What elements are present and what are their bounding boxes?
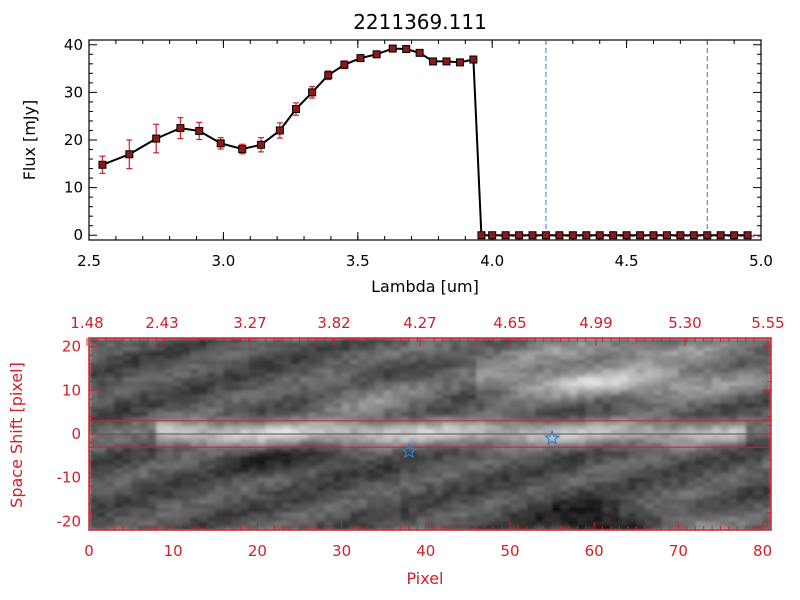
- bottom-x-tick-label: 40: [416, 542, 435, 560]
- data-point: [703, 231, 712, 240]
- bottom-y-tick-label: 10: [62, 381, 81, 399]
- bottom-y-tick-label: 0: [71, 425, 81, 443]
- data-point: [716, 231, 725, 240]
- top-axis-tick-label: 1.48: [70, 314, 103, 332]
- x-tick-label: 3.0: [211, 252, 235, 270]
- top-axis-tick-label: 3.82: [317, 314, 350, 332]
- bottom-x-axis-label: Pixel: [406, 569, 443, 588]
- data-point: [636, 231, 645, 240]
- data-point: [402, 45, 411, 54]
- data-point: [730, 231, 739, 240]
- data-point: [176, 124, 185, 133]
- data-point: [216, 139, 225, 148]
- data-point: [568, 231, 577, 240]
- data-point: [291, 105, 300, 114]
- spectral-image-heatmap: [89, 338, 771, 530]
- x-tick-label: 4.5: [615, 252, 639, 270]
- data-point: [372, 50, 381, 59]
- chart-title: 2211369.111: [353, 10, 487, 34]
- flux-line: [102, 47, 748, 237]
- star-marker: [543, 429, 561, 446]
- spectrum-plot: 2.5 3.0 3.5 4.0 4.5 5.0 0 10 20 30 40: [64, 36, 773, 270]
- data-point: [340, 60, 349, 69]
- data-point: [662, 231, 671, 240]
- data-point: [622, 231, 631, 240]
- data-point: [429, 57, 438, 66]
- x-axis-label: Lambda [um]: [371, 277, 479, 296]
- x-tick-label: 2.5: [77, 252, 101, 270]
- data-point: [195, 126, 204, 135]
- data-point: [488, 231, 497, 240]
- bottom-x-tick-label: 80: [753, 542, 772, 560]
- bottom-x-tick-label: 0: [84, 542, 94, 560]
- data-point: [455, 58, 464, 67]
- x-tick-label: 5.0: [749, 252, 773, 270]
- data-point: [356, 54, 365, 63]
- data-point: [541, 231, 550, 240]
- data-point: [98, 160, 107, 169]
- data-point: [477, 231, 486, 240]
- bottom-y-axis-label: Space Shift [pixel]: [7, 362, 26, 508]
- bottom-x-tick-label: 10: [164, 542, 183, 560]
- data-point: [501, 231, 510, 240]
- bottom-x-tick-label: 20: [248, 542, 267, 560]
- y-tick-label: 0: [73, 226, 83, 244]
- top-axis-tick-label: 2.43: [145, 314, 178, 332]
- y-axis-label: Flux [mJy]: [20, 100, 39, 181]
- x-tick-label: 4.0: [480, 252, 504, 270]
- top-axis-tick-label: 3.27: [233, 314, 266, 332]
- y-tick-label: 30: [64, 83, 83, 101]
- data-point: [515, 231, 524, 240]
- star-marker: [400, 442, 418, 459]
- y-tick-label: 40: [64, 36, 83, 54]
- data-point: [415, 48, 424, 57]
- bottom-y-tick-label: -20: [57, 512, 82, 530]
- y-tick-label: 10: [64, 179, 83, 197]
- data-point: [595, 231, 604, 240]
- data-point: [238, 145, 247, 154]
- data-point: [324, 71, 333, 80]
- data-point: [275, 126, 284, 135]
- spectrum-plot-frame: [88, 39, 762, 241]
- data-point: [125, 150, 134, 159]
- data-point: [152, 134, 161, 143]
- data-point: [442, 57, 451, 66]
- top-axis-tick-label: 4.65: [493, 314, 526, 332]
- top-axis-tick-label: 4.99: [579, 314, 612, 332]
- data-point: [528, 231, 537, 240]
- bottom-x-tick-label: 60: [585, 542, 604, 560]
- data-point: [689, 231, 698, 240]
- data-point: [582, 231, 591, 240]
- top-axis-tick-label: 5.55: [751, 314, 784, 332]
- data-point: [308, 88, 317, 97]
- bottom-x-tick-label: 70: [669, 542, 688, 560]
- bottom-y-tick-label: -10: [57, 469, 82, 487]
- data-point: [743, 231, 752, 240]
- bottom-x-tick-label: 30: [332, 542, 351, 560]
- top-axis-tick-label: 5.30: [668, 314, 701, 332]
- data-point: [257, 140, 266, 149]
- bottom-y-tick-label: 20: [62, 338, 81, 356]
- x-tick-label: 3.5: [346, 252, 370, 270]
- data-point: [609, 231, 618, 240]
- y-tick-label: 20: [64, 131, 83, 149]
- top-axis-tick-label: 4.27: [403, 314, 436, 332]
- data-point: [555, 231, 564, 240]
- bottom-x-tick-label: 50: [500, 542, 519, 560]
- data-point: [388, 44, 397, 53]
- data-point: [676, 231, 685, 240]
- data-point: [649, 231, 658, 240]
- data-point: [469, 55, 478, 64]
- spectral-image-panel: 0 10 20 30 40 50 60 70 80 1.48 2.43 3.27 3.82 4.27 4.6…: [57, 314, 785, 560]
